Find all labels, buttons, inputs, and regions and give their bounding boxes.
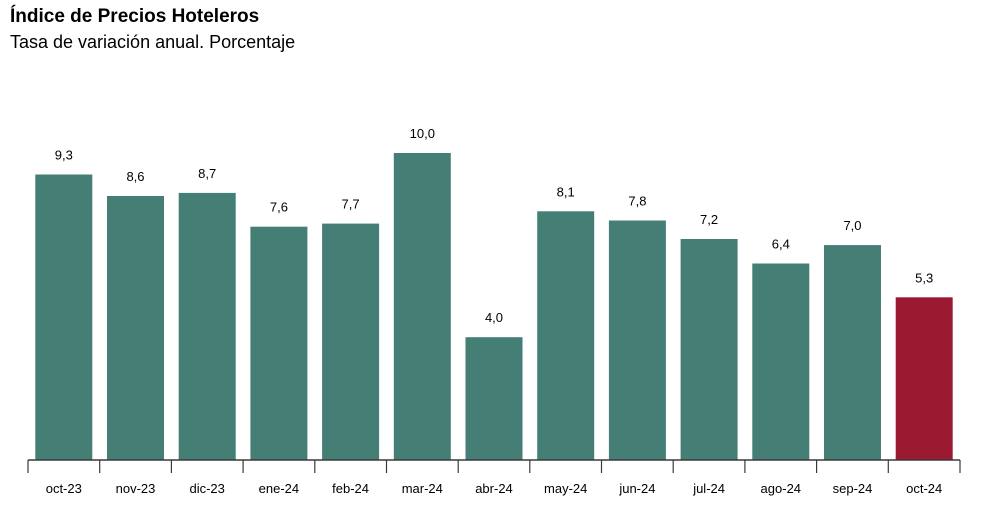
x-tick-label-abr-24: abr-24 [475, 481, 513, 496]
bars-group [35, 153, 953, 460]
x-tick-label-sep-24: sep-24 [833, 481, 873, 496]
bar-oct-24 [895, 297, 953, 460]
bar-ago-24 [752, 263, 810, 460]
value-label-nov-23: 8,6 [126, 169, 144, 184]
bar-mar-24 [393, 153, 451, 460]
value-label-oct-24: 5,3 [915, 270, 933, 285]
value-label-abr-24: 4,0 [485, 310, 503, 325]
bar-nov-23 [107, 196, 164, 460]
x-tick-label-oct-23: oct-23 [46, 481, 82, 496]
x-tick-label-oct-24: oct-24 [906, 481, 942, 496]
chart-subtitle: Tasa de variación anual. Porcentaje [10, 32, 296, 52]
x-tick-label-feb-24: feb-24 [332, 481, 369, 496]
bar-jul-24 [680, 239, 738, 460]
bar-abr-24 [465, 337, 523, 460]
x-tick-label-mar-24: mar-24 [402, 481, 443, 496]
bar-oct-23 [35, 174, 93, 460]
x-tick-label-jun-24: jun-24 [618, 481, 655, 496]
value-label-oct-23: 9,3 [55, 148, 73, 163]
x-tick-label-ago-24: ago-24 [761, 481, 801, 496]
x-tick-label-jul-24: jul-24 [692, 481, 725, 496]
bar-sep-24 [824, 245, 881, 460]
x-tick-label-ene-24: ene-24 [259, 481, 299, 496]
value-label-dic-23: 8,7 [198, 166, 216, 181]
value-labels-group: 9,3 8,6 8,7 7,6 7,7 10,0 4,0 8,1 7,8 7,2 6,4 7,0 5,3 [55, 126, 933, 325]
x-tick-label-dic-23: dic-23 [189, 481, 224, 496]
x-tick-label-nov-23: nov-23 [116, 481, 156, 496]
bar-ene-24 [250, 226, 308, 460]
value-label-jun-24: 7,8 [628, 194, 646, 209]
x-tick-label-may-24: may-24 [544, 481, 587, 496]
bar-dic-23 [178, 192, 236, 460]
value-label-ago-24: 6,4 [772, 237, 790, 252]
chart-title: Índice de Precios Hoteleros [10, 6, 260, 27]
bar-jun-24 [608, 220, 666, 460]
value-label-mar-24: 10,0 [410, 126, 435, 141]
value-label-jul-24: 7,2 [700, 212, 718, 227]
value-label-ene-24: 7,6 [270, 200, 288, 215]
value-label-may-24: 8,1 [557, 184, 575, 199]
value-label-feb-24: 7,7 [342, 197, 360, 212]
bar-feb-24 [322, 223, 380, 460]
value-label-sep-24: 7,0 [843, 218, 861, 233]
bar-may-24 [537, 211, 595, 460]
x-axis: oct-23 nov-23 dic-23 ene-24 feb-24 mar-24 abr-… [27, 459, 961, 496]
